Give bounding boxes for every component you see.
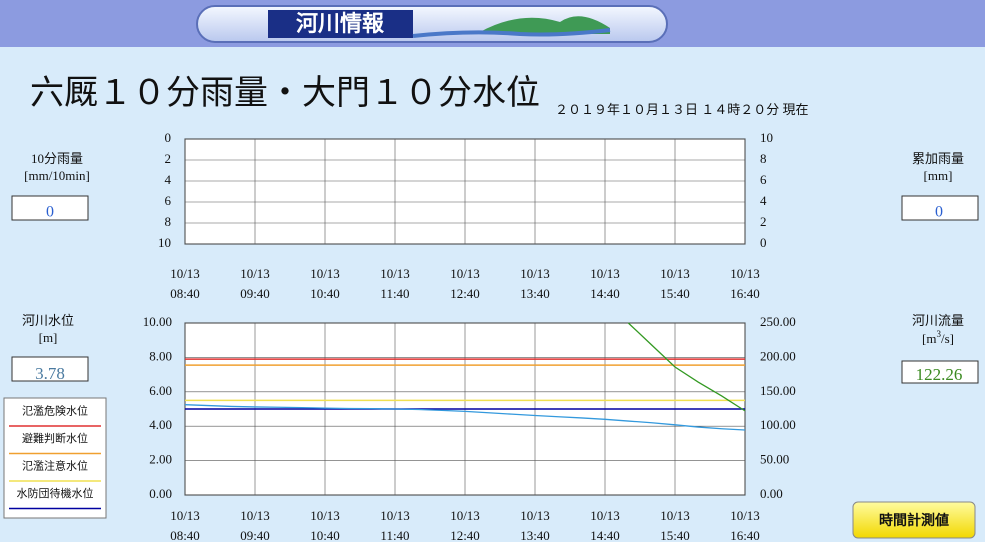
value-box xyxy=(11,195,89,221)
x-tick-date: 10/13 xyxy=(450,508,480,523)
button-label[interactable]: 時間計測値 xyxy=(879,512,949,529)
y2-tick-label: 4 xyxy=(760,193,767,208)
panel-unit: [mm] xyxy=(924,168,953,183)
x-tick-date: 10/13 xyxy=(520,266,550,281)
x-tick-date: 10/13 xyxy=(240,266,270,281)
panel-unit: [mm/10min] xyxy=(24,168,90,183)
x-tick-time: 11:40 xyxy=(380,286,409,301)
x-tick-time: 15:40 xyxy=(660,528,690,542)
x-tick-date: 10/13 xyxy=(730,266,760,281)
y2-tick-label: 250.00 xyxy=(760,314,796,329)
y-tick-label: 6 xyxy=(165,193,172,208)
x-tick-date: 10/13 xyxy=(590,266,620,281)
panel-label: 河川流量 xyxy=(912,313,964,328)
panel-value: 0 xyxy=(46,204,54,221)
page-title: 六厩１０分雨量・大門１０分水位 xyxy=(30,74,540,112)
x-tick-date: 10/13 xyxy=(520,508,550,523)
series-line xyxy=(184,404,746,431)
unit-sup: 3 xyxy=(936,329,941,339)
chart: 10/13 08:40 10/13 09:40 10/13 10:40 10/13 11:40… xyxy=(158,130,773,301)
value-box xyxy=(11,356,89,382)
legend-label: 避難判断水位 xyxy=(22,431,88,445)
header-title: 河川情報 xyxy=(296,11,385,37)
x-tick-time: 08:40 xyxy=(170,528,200,542)
x-tick-date: 10/13 xyxy=(170,508,200,523)
x-tick-date: 10/13 xyxy=(730,508,760,523)
y2-tick-label: 150.00 xyxy=(760,383,796,398)
x-tick-time: 11:40 xyxy=(380,528,409,542)
y2-tick-label: 50.00 xyxy=(760,452,789,467)
x-tick-time: 10:40 xyxy=(310,286,340,301)
panel-value: 0 xyxy=(935,204,943,221)
x-tick-time: 13:40 xyxy=(520,286,550,301)
y-tick-label: 0.00 xyxy=(149,486,172,501)
value-box xyxy=(901,360,979,384)
x-tick-date: 10/13 xyxy=(310,266,340,281)
button[interactable] xyxy=(852,501,976,539)
x-tick-time: 09:40 xyxy=(240,528,270,542)
legend-label: 氾濫注意水位 xyxy=(22,459,88,473)
x-tick-time: 13:40 xyxy=(520,528,550,542)
series-line xyxy=(627,322,746,412)
panel-label: 10分雨量 xyxy=(31,151,83,166)
x-tick-date: 10/13 xyxy=(170,266,200,281)
x-tick-time: 14:40 xyxy=(590,528,620,542)
panel-label: 河川水位 xyxy=(22,313,74,328)
x-tick-date: 10/13 xyxy=(240,508,270,523)
panel-value: 122.26 xyxy=(916,365,963,384)
panel-label: 累加雨量 xyxy=(912,151,964,166)
panel-unit: [m] xyxy=(39,330,58,345)
y2-tick-label: 100.00 xyxy=(760,417,796,432)
y2-tick-label: 6 xyxy=(760,172,767,187)
x-tick-time: 12:40 xyxy=(450,528,480,542)
y-tick-label: 0 xyxy=(165,130,172,145)
y2-tick-label: 2 xyxy=(760,214,767,229)
y-tick-label: 4 xyxy=(165,172,172,187)
y2-tick-label: 8 xyxy=(760,151,767,166)
y-tick-label: 8 xyxy=(165,214,172,229)
legend-box xyxy=(3,397,107,519)
y2-tick-label: 0.00 xyxy=(760,486,783,501)
x-tick-time: 16:40 xyxy=(730,528,760,542)
y-tick-label: 8.00 xyxy=(149,348,172,363)
y2-tick-label: 200.00 xyxy=(760,348,796,363)
header-label-bg xyxy=(268,10,413,38)
panel-value: 3.78 xyxy=(35,364,65,383)
header-river xyxy=(412,28,611,38)
x-tick-time: 12:40 xyxy=(450,286,480,301)
legend-label: 氾濫危険水位 xyxy=(22,404,88,418)
y-tick-label: 10 xyxy=(158,235,171,250)
x-tick-date: 10/13 xyxy=(660,266,690,281)
y2-tick-label: 10 xyxy=(760,130,773,145)
y-tick-label: 6.00 xyxy=(149,383,172,398)
y-tick-label: 2 xyxy=(165,151,172,166)
x-tick-date: 10/13 xyxy=(590,508,620,523)
unit-part: [m xyxy=(922,331,936,346)
x-tick-date: 10/13 xyxy=(380,266,410,281)
y-tick-label: 2.00 xyxy=(149,452,172,467)
x-tick-time: 10:40 xyxy=(310,528,340,542)
x-tick-date: 10/13 xyxy=(660,508,690,523)
x-tick-time: 08:40 xyxy=(170,286,200,301)
header-mountain xyxy=(480,16,610,34)
panel-unit: [m3/s] xyxy=(922,329,954,346)
timestamp: ２０１９年１０月１３日 １４時２０分 現在 xyxy=(555,102,809,117)
x-tick-date: 10/13 xyxy=(380,508,410,523)
y2-tick-label: 0 xyxy=(760,235,767,250)
unit-part: /s] xyxy=(941,331,954,346)
x-tick-date: 10/13 xyxy=(310,508,340,523)
value-box xyxy=(901,195,979,221)
x-tick-time: 16:40 xyxy=(730,286,760,301)
x-tick-time: 15:40 xyxy=(660,286,690,301)
x-tick-time: 09:40 xyxy=(240,286,270,301)
x-tick-date: 10/13 xyxy=(450,266,480,281)
y-tick-label: 4.00 xyxy=(149,417,172,432)
y-tick-label: 10.00 xyxy=(143,314,172,329)
x-tick-time: 14:40 xyxy=(590,286,620,301)
legend-label: 水防団待機水位 xyxy=(17,486,94,500)
